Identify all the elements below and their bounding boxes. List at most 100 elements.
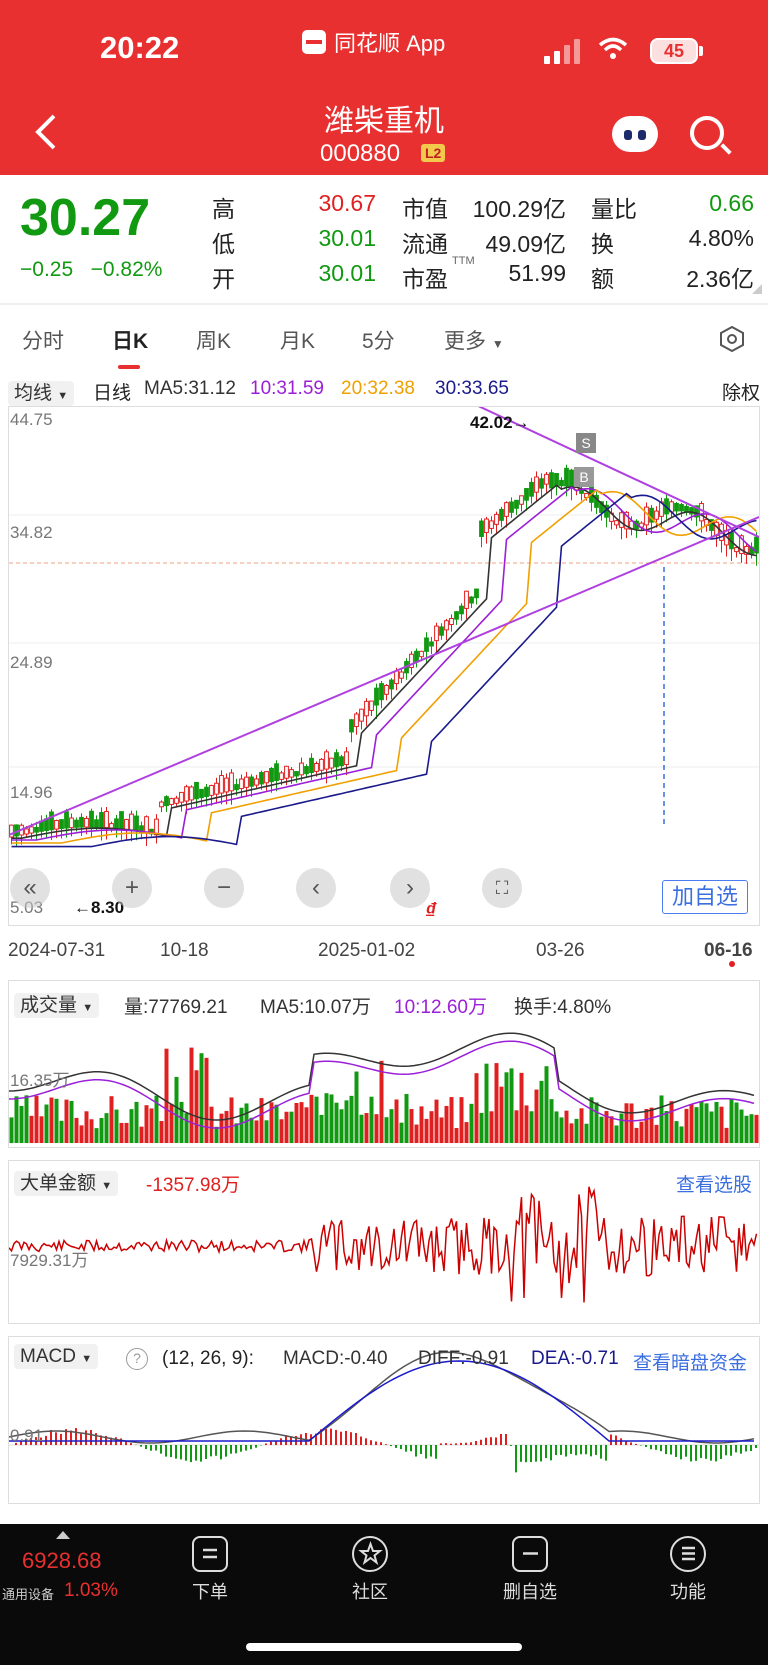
macd-bar-8 — [50, 1429, 52, 1445]
volume-bar-112 — [569, 1123, 574, 1143]
candle-body-21 — [114, 818, 119, 829]
volume-bar-33 — [174, 1076, 179, 1143]
volume-bar-62 — [319, 1114, 324, 1143]
candle-body-20 — [109, 823, 114, 829]
nav-functions[interactable]: 功能 — [648, 1536, 728, 1604]
help-icon[interactable]: ? — [126, 1348, 148, 1370]
candle-body-99 — [504, 502, 509, 517]
stock-code: 000880 — [320, 140, 401, 167]
candle-body-92 — [469, 596, 474, 604]
macd-bar-113 — [575, 1445, 577, 1456]
ma-selector[interactable]: 均线 ▼ — [8, 378, 75, 406]
candle-body-8 — [49, 811, 54, 831]
volume-bar-91 — [464, 1122, 469, 1143]
candle-body-96 — [489, 520, 494, 529]
scroll-left-button[interactable]: ‹ — [296, 868, 336, 908]
candle-body-74 — [379, 683, 384, 701]
candle-body-90 — [459, 605, 464, 615]
volume-bar-133 — [674, 1121, 679, 1143]
candle-body-41 — [214, 782, 219, 795]
volume-bar-134 — [679, 1126, 684, 1143]
volume-bar-138 — [699, 1101, 704, 1143]
volume-bar-88 — [449, 1097, 454, 1143]
volume-bar-3 — [24, 1095, 29, 1143]
tab-weekly-k[interactable]: 周K — [196, 330, 232, 353]
macd-bar-42 — [220, 1445, 222, 1460]
zoom-in-button[interactable]: + — [112, 868, 152, 908]
volume-bar-126 — [639, 1121, 644, 1143]
sell-signal-badge[interactable]: S — [576, 433, 596, 453]
ai-assistant-robot-icon[interactable] — [612, 116, 658, 152]
candle-body-80 — [409, 653, 414, 668]
macd-bar-70 — [360, 1436, 362, 1445]
kline-chart[interactable] — [8, 396, 760, 926]
open-value: 30.01 — [318, 260, 376, 286]
volume-bar-56 — [289, 1111, 294, 1143]
index-value[interactable]: 6928.68 — [22, 1548, 102, 1573]
chart-settings-hexagon-icon[interactable] — [718, 325, 746, 353]
view-stock-picks-link[interactable]: 查看选股 — [676, 1175, 753, 1196]
volume-bar-58 — [299, 1102, 304, 1143]
fullscreen-button[interactable]: ⛶ — [482, 868, 522, 908]
zoom-out-button[interactable]: − — [204, 868, 244, 908]
volume-selector[interactable]: 成交量 ▼ — [14, 990, 100, 1018]
change-percent: −0.82% — [90, 258, 163, 281]
adjust-button[interactable]: 除权 — [722, 383, 761, 404]
nav-order[interactable]: 下单 — [170, 1536, 250, 1604]
candle-body-86 — [439, 626, 444, 636]
macd-bar-144 — [730, 1445, 732, 1456]
volume-bar-145 — [734, 1102, 739, 1143]
volume-bar-123 — [624, 1103, 629, 1143]
back-button[interactable] — [34, 112, 58, 159]
macd-bar-39 — [205, 1445, 207, 1460]
volume-bar-26 — [139, 1126, 144, 1143]
nav-remove-favorite[interactable]: 删自选 — [490, 1536, 570, 1604]
candle-body-19 — [104, 811, 109, 829]
scroll-right-button[interactable]: › — [390, 868, 430, 908]
app-source-badge[interactable]: 同花顺 App — [302, 26, 445, 58]
big-order-panel[interactable] — [8, 1160, 760, 1324]
volume-bar-144 — [729, 1098, 734, 1143]
tab-daily-k[interactable]: 日K — [112, 330, 149, 353]
candle-body-128 — [649, 507, 654, 523]
x-label-4: 03-26 — [536, 940, 585, 961]
candle-body-16 — [89, 810, 94, 828]
nav-community[interactable]: 社区 — [330, 1536, 410, 1604]
macd-bar-3 — [25, 1438, 27, 1445]
candle-body-98 — [499, 508, 504, 521]
macd-bar-72 — [370, 1440, 372, 1445]
expand-corner-icon[interactable] — [752, 284, 762, 294]
volume-bar-143 — [724, 1127, 729, 1143]
candle-body-85 — [434, 625, 439, 642]
big-order-value: -1357.98万 — [146, 1175, 241, 1196]
macd-bar-32 — [170, 1445, 172, 1458]
volume-panel[interactable] — [8, 980, 760, 1148]
add-favorite-button[interactable]: 加自选 — [662, 880, 748, 914]
macd-bar-101 — [515, 1445, 517, 1473]
macd-selector[interactable]: MACD ▼ — [14, 1344, 99, 1369]
volume-bar-34 — [179, 1101, 184, 1143]
big-order-line — [8, 1186, 758, 1303]
buy-signal-badge[interactable]: B — [574, 467, 594, 487]
macd-bar-11 — [65, 1429, 67, 1445]
search-icon[interactable] — [690, 116, 724, 150]
candle-body-61 — [314, 762, 319, 772]
macd-bar-139 — [705, 1445, 707, 1459]
volume-bar-57 — [294, 1102, 299, 1143]
macd-bar-88 — [450, 1443, 452, 1445]
caret-up-icon[interactable] — [56, 1531, 70, 1539]
macd-bar-68 — [350, 1432, 352, 1445]
volume-bar-4 — [29, 1115, 34, 1143]
macd-bar-78 — [400, 1445, 402, 1450]
level2-badge[interactable]: L2 — [421, 144, 446, 162]
candle-body-123 — [624, 511, 629, 530]
macd-bar-74 — [380, 1442, 382, 1445]
tab-intraday[interactable]: 分时 — [22, 330, 64, 353]
macd-bar-64 — [330, 1428, 332, 1445]
tab-more[interactable]: 更多 ▼ — [444, 325, 504, 355]
big-order-selector[interactable]: 大单金额 ▼ — [14, 1168, 119, 1196]
view-dark-pool-link[interactable]: 查看暗盘资金 — [633, 1353, 748, 1374]
tab-monthly-k[interactable]: 月K — [280, 330, 316, 353]
chart-shrink-left-button[interactable]: « — [10, 868, 50, 908]
tab-5min[interactable]: 5分 — [362, 330, 395, 353]
